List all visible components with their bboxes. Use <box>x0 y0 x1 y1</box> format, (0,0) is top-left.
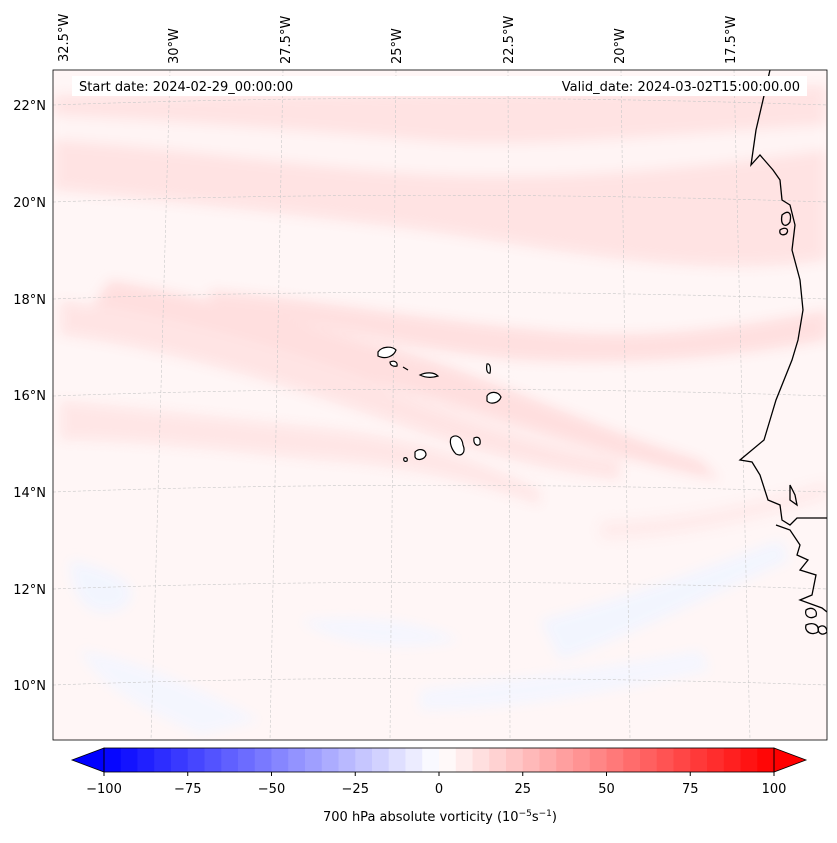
colorbar-cell <box>321 748 339 772</box>
graticule <box>53 70 827 740</box>
colorbar-tick-label: 75 <box>682 782 699 797</box>
island-boa-vista <box>486 391 502 404</box>
lat-label: 20°N <box>13 196 46 211</box>
colorbar-cell <box>723 748 741 772</box>
colorbar-cell <box>673 748 691 772</box>
colorbar-cell <box>288 748 306 772</box>
lat-label: 16°N <box>13 389 46 404</box>
colorbar-cell <box>338 748 356 772</box>
lat-label: 12°N <box>13 583 46 598</box>
colorbar-cell <box>707 748 725 772</box>
colorbar-ticks: −100 −75 −50 −25 0 25 50 75 100 <box>86 772 786 797</box>
island-sal <box>486 363 491 374</box>
colorbar-cell <box>740 748 758 772</box>
colorbar-tick-label: −50 <box>258 782 285 797</box>
colorbar-cell <box>355 748 373 772</box>
map-frame <box>52 69 828 741</box>
island-fogo <box>414 449 427 461</box>
colorbar-cell <box>489 748 507 772</box>
lat-label: 14°N <box>13 486 46 501</box>
lon-label: 22.5°W <box>502 16 517 64</box>
coastline <box>738 70 827 635</box>
cabo-verde-islands <box>377 346 502 462</box>
lat-label: 22°N <box>13 99 46 114</box>
colorbar-tick-label: 100 <box>762 782 787 797</box>
island-santo-antao <box>377 346 397 359</box>
colorbar-cell <box>539 748 557 772</box>
colorbar-left-arrow <box>70 747 105 773</box>
colorbar-cell <box>455 748 473 772</box>
island-santiago <box>449 435 465 456</box>
colorbar-cell <box>690 748 708 772</box>
lat-label: 10°N <box>13 679 46 694</box>
lon-label: 27.5°W <box>279 16 294 64</box>
colorbar-cell <box>522 748 540 772</box>
colorbar-cell <box>271 748 289 772</box>
colorbar-cell <box>556 748 574 772</box>
vorticity-field <box>53 85 827 735</box>
header-box <box>72 76 807 96</box>
colorbar-cell <box>171 748 189 772</box>
latitude-labels: 22°N 20°N 18°N 16°N 14°N 12°N 10°N <box>13 99 46 694</box>
start-date-label: Start date: 2024-02-29_00:00:00 <box>79 80 293 95</box>
colorbar-tick-label: 0 <box>435 782 443 797</box>
colorbar-cell <box>372 748 390 772</box>
colorbar-cell <box>439 748 457 772</box>
longitude-labels: 32.5°W 30°W 27.5°W 25°W 22.5°W 20°W 17.5… <box>57 14 739 64</box>
colorbar-cell <box>254 748 272 772</box>
colorbar-cell <box>506 748 524 772</box>
colorbar-cell <box>187 748 205 772</box>
colorbar-cell <box>137 748 155 772</box>
colorbar-label: 700 hPa absolute vorticity (10−5s−1) <box>323 809 557 825</box>
colorbar-cell <box>472 748 490 772</box>
colorbar-cell <box>154 748 172 772</box>
valid-date-label: Valid_date: 2024-03-02T15:00:00.00 <box>562 80 800 95</box>
island-sao-nicolau <box>418 372 440 378</box>
island-sao-vicente <box>389 360 398 367</box>
colorbar-cell <box>405 748 423 772</box>
colorbar-tick-label: −25 <box>342 782 369 797</box>
colorbar-cell <box>606 748 624 772</box>
colorbar-cell <box>388 748 406 772</box>
colorbar-cell <box>104 748 122 772</box>
lon-label: 30°W <box>167 28 182 64</box>
colorbar-right-arrow <box>773 747 808 773</box>
map-area <box>53 70 827 740</box>
island-maio <box>473 436 481 446</box>
island-santa-luzia <box>402 366 409 371</box>
colorbar-cell <box>238 748 256 772</box>
island-brava <box>403 457 408 462</box>
colorbar: −100 −75 −50 −25 0 25 50 75 100 700 hPa absolute… <box>70 747 808 825</box>
lon-label: 20°W <box>613 28 628 64</box>
colorbar-cell <box>204 748 222 772</box>
colorbar-cell <box>305 748 323 772</box>
lon-label: 17.5°W <box>724 16 739 64</box>
colorbar-tick-label: 25 <box>514 782 531 797</box>
colorbar-cell <box>422 748 440 772</box>
colorbar-cell <box>573 748 591 772</box>
colorbar-cell <box>640 748 658 772</box>
colorbar-tick-label: 50 <box>598 782 615 797</box>
colorbar-cell <box>623 748 641 772</box>
colorbar-cell <box>221 748 239 772</box>
lon-label: 32.5°W <box>57 14 72 62</box>
colorbar-tick-label: −75 <box>174 782 201 797</box>
colorbar-cell <box>120 748 138 772</box>
colorbar-cell <box>589 748 607 772</box>
colorbar-cell <box>656 748 674 772</box>
colorbar-tick-label: −100 <box>86 782 122 797</box>
colorbar-cells <box>104 748 775 772</box>
lat-label: 18°N <box>13 293 46 308</box>
colorbar-cell <box>757 748 775 772</box>
lon-label: 25°W <box>390 28 405 64</box>
